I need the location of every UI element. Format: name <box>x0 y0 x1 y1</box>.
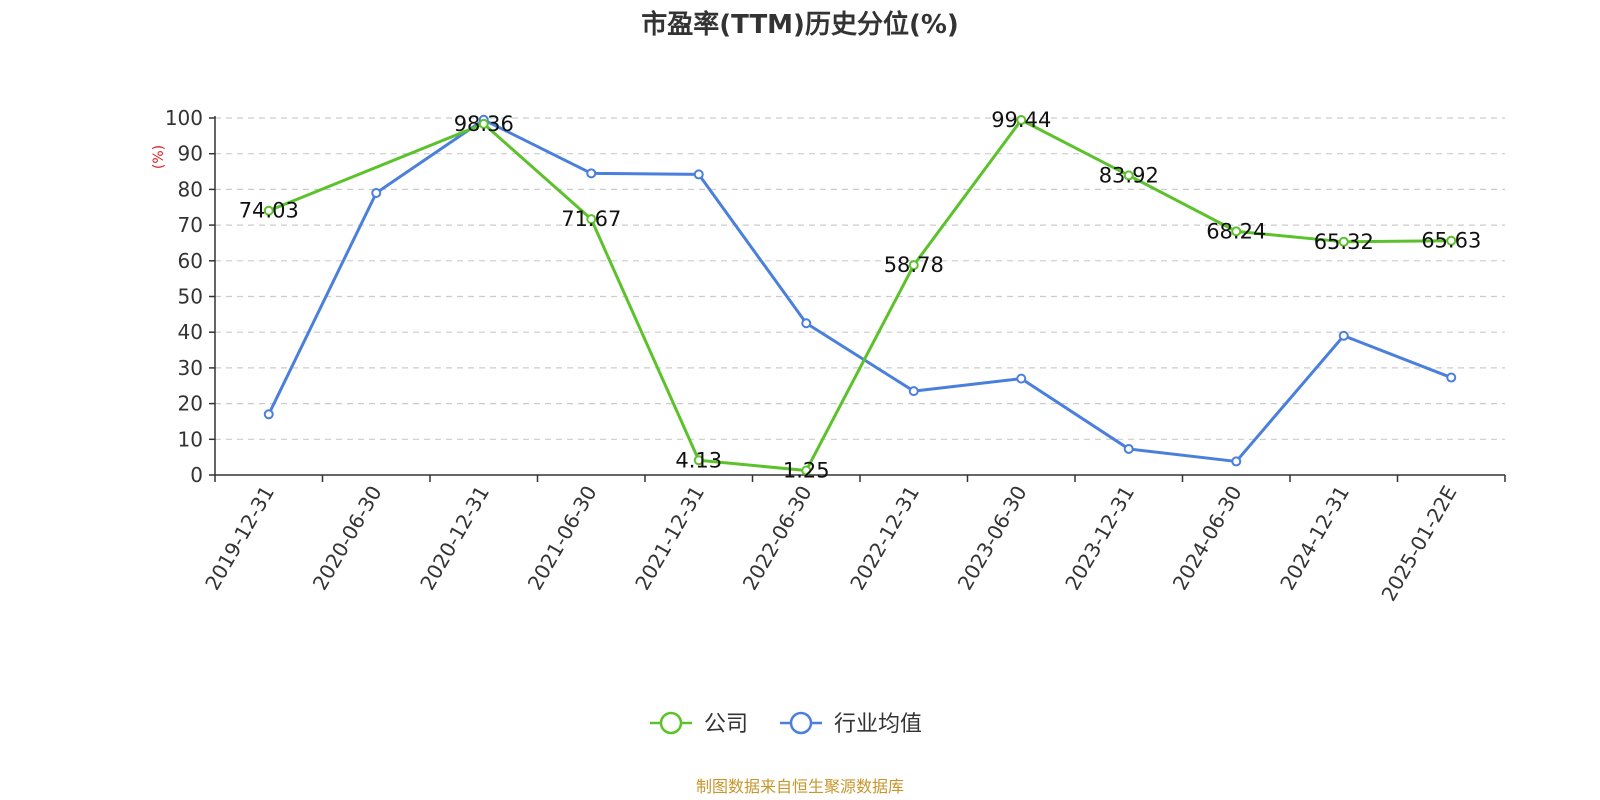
data-point <box>263 409 274 420</box>
x-tick-label: 2021-12-31 <box>630 482 709 595</box>
data-label: 71.67 <box>561 207 621 231</box>
legend-marker <box>659 711 683 735</box>
y-tick-label: 80 <box>178 177 203 201</box>
data-label: 98.36 <box>454 112 514 136</box>
y-tick-label: 70 <box>178 213 203 237</box>
data-label: 58.78 <box>884 253 944 277</box>
data-point <box>263 205 274 216</box>
x-tick-label: 2023-12-31 <box>1060 482 1139 595</box>
data-point <box>1123 443 1134 454</box>
series-points <box>263 114 1457 476</box>
data-label: 99.44 <box>991 108 1051 132</box>
x-tick-label: 2023-06-30 <box>953 482 1032 595</box>
data-point <box>586 168 597 179</box>
data-point <box>1016 114 1027 125</box>
x-tick-label: 2020-06-30 <box>308 482 387 595</box>
y-tick-label: 20 <box>178 392 203 416</box>
data-label: 74.03 <box>239 199 299 223</box>
data-point <box>586 214 597 225</box>
data-point <box>801 318 812 329</box>
legend[interactable]: 公司 行业均值 <box>650 711 922 737</box>
y-tick-label: 30 <box>178 356 203 380</box>
data-point <box>693 169 704 180</box>
data-point <box>1016 373 1027 384</box>
data-point <box>1446 235 1457 246</box>
legend-label: 公司 <box>704 712 748 737</box>
y-tick-label: 100 <box>165 106 203 130</box>
data-point <box>1338 236 1349 247</box>
x-tick-label: 2024-12-31 <box>1275 482 1354 595</box>
legend-label: 行业均值 <box>834 712 922 737</box>
data-label: 83.92 <box>1099 163 1159 187</box>
y-tick-labels: 0 10 20 30 40 50 60 70 80 90 100 <box>165 106 203 487</box>
data-labels: 74.03 98.36 71.67 4.13 1.25 58.78 99.44 83.92 68… <box>239 108 1482 483</box>
x-tick-label: 2022-06-30 <box>738 482 817 595</box>
data-point <box>1123 170 1134 181</box>
x-tick-label: 2020-12-31 <box>415 482 494 595</box>
data-point <box>478 118 489 129</box>
data-label: 4.13 <box>675 448 722 472</box>
data-point <box>1231 456 1242 467</box>
source-note: 制图数据来自恒生聚源数据库 <box>696 777 904 796</box>
x-tick-label: 2024-06-30 <box>1168 482 1247 595</box>
data-label: 65.63 <box>1421 229 1481 253</box>
chart-title: 市盈率(TTM)历史分位(%) <box>641 9 959 40</box>
data-point <box>908 260 919 271</box>
x-tick-label: 2021-06-30 <box>523 482 602 595</box>
data-point <box>1338 330 1349 341</box>
series-line-1 <box>267 118 1452 463</box>
data-point <box>908 386 919 397</box>
x-tick-label: 2025-01-22E <box>1376 482 1461 606</box>
data-label: 65.32 <box>1314 230 1374 254</box>
data-point <box>801 465 812 476</box>
x-tick-label: 2019-12-31 <box>200 482 279 595</box>
x-tick-labels: 2019-12-31 2020-06-30 2020-12-31 2021-06-30… <box>200 482 1461 606</box>
y-tick-label: 90 <box>178 142 203 166</box>
y-tick-label: 60 <box>178 249 203 273</box>
y-axis-label: (%) <box>151 145 167 169</box>
x-tick-label: 2022-12-31 <box>845 482 924 595</box>
data-point <box>371 187 382 198</box>
data-label: 68.24 <box>1206 219 1266 243</box>
data-label: 1.25 <box>783 459 830 483</box>
legend-marker <box>789 711 813 735</box>
y-tick-label: 10 <box>178 427 203 451</box>
data-point <box>1446 372 1457 383</box>
y-tick-label: 40 <box>178 320 203 344</box>
data-point <box>1231 226 1242 237</box>
y-tick-label: 0 <box>190 463 203 487</box>
legend-item-1[interactable]: 行业均值 <box>780 711 922 737</box>
series-lines <box>267 118 1452 473</box>
axes <box>214 116 1506 482</box>
data-point <box>693 455 704 466</box>
grid-lines <box>209 117 1505 476</box>
y-tick-label: 50 <box>178 285 203 309</box>
legend-item-0[interactable]: 公司 <box>650 711 748 737</box>
